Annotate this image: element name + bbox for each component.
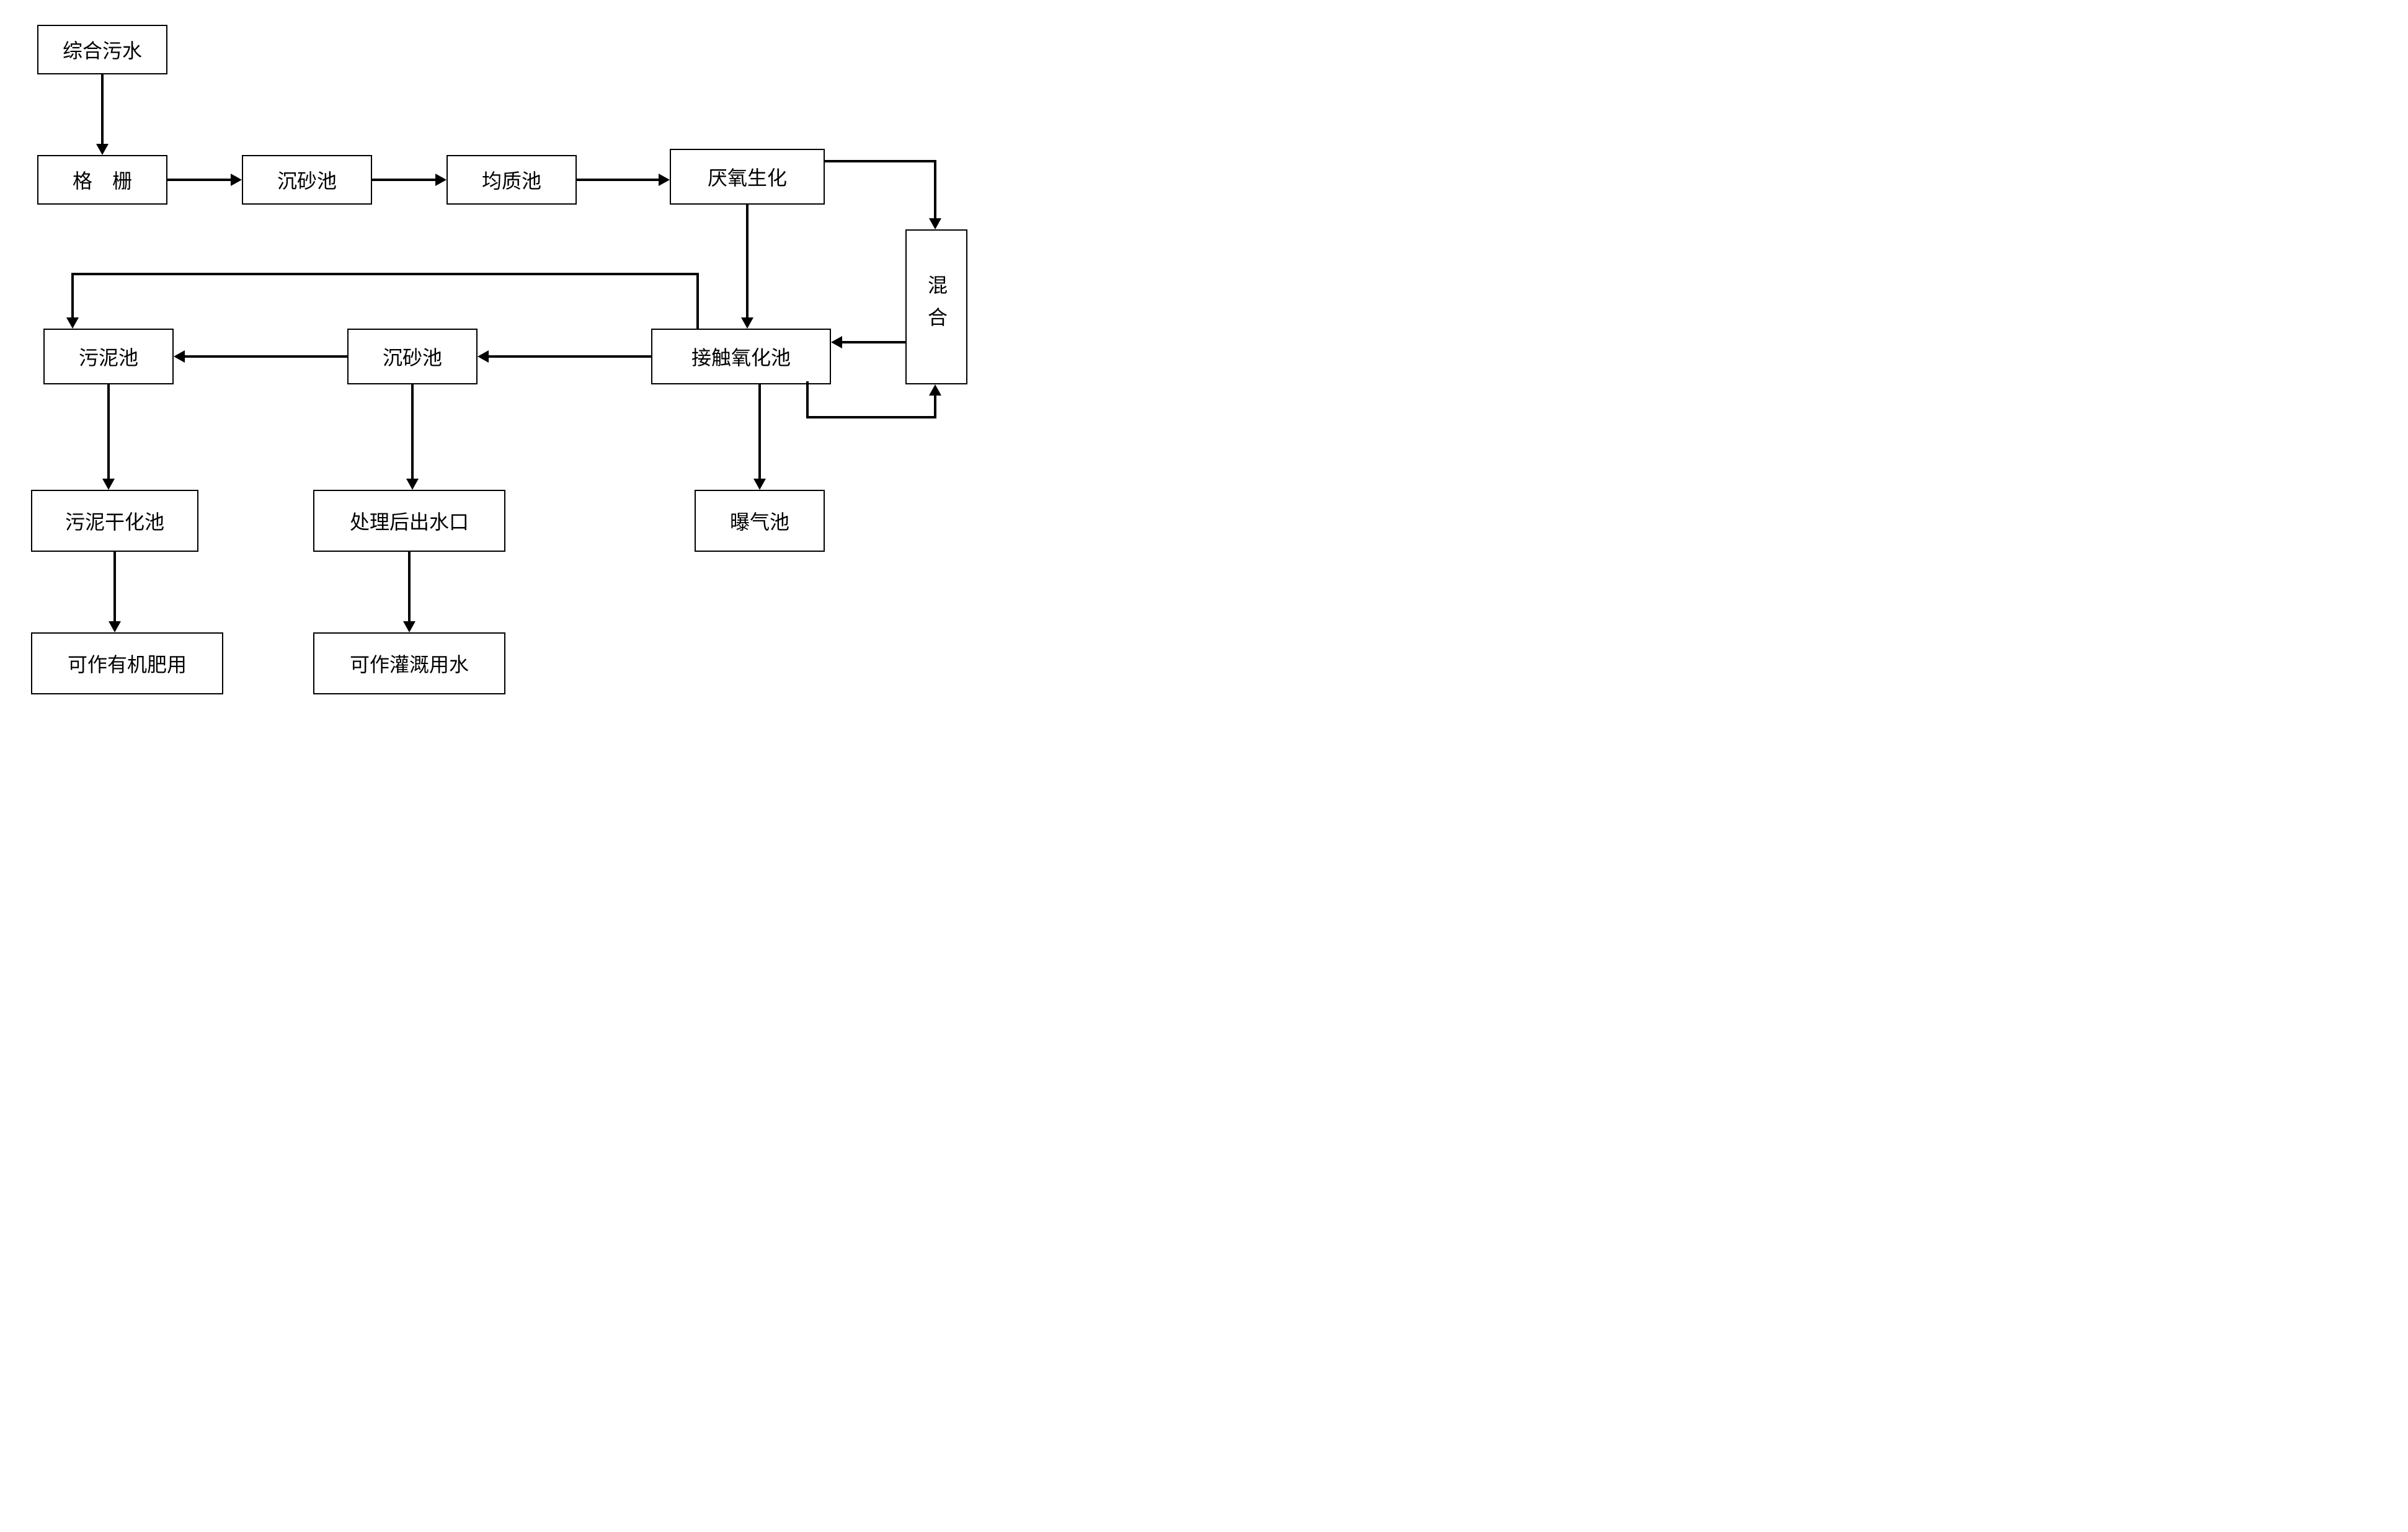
edge-arrow	[929, 218, 941, 229]
node-label: 沉砂池	[383, 342, 442, 371]
edge-line	[842, 341, 905, 343]
edge-arrow	[109, 621, 121, 632]
edge-line	[577, 179, 659, 181]
node-grit-chamber: 沉砂池	[242, 155, 372, 205]
edge-arrow	[929, 384, 941, 396]
edge-arrow	[753, 479, 766, 490]
node-sludge-drying: 污泥干化池	[31, 490, 198, 552]
edge-line	[746, 205, 749, 318]
edge-line	[806, 381, 809, 418]
edge-line	[408, 552, 411, 622]
node-label: 混合	[922, 275, 951, 339]
node-label: 沉砂池	[277, 166, 337, 194]
edge-arrow	[831, 336, 842, 348]
node-sludge-tank: 污泥池	[43, 329, 174, 384]
edge-line	[71, 273, 74, 318]
node-equalization: 均质池	[447, 155, 577, 205]
edge-line	[101, 74, 104, 144]
node-label: 厌氧生化	[708, 162, 787, 191]
edge-arrow	[659, 174, 670, 186]
edge-arrow	[66, 317, 79, 329]
node-label: 曝气池	[730, 507, 789, 535]
node-fertilizer: 可作有机肥用	[31, 632, 223, 694]
node-label: 污泥池	[79, 342, 138, 371]
edge-line	[411, 384, 414, 479]
node-outlet: 处理后出水口	[313, 490, 505, 552]
node-label: 可作有机肥用	[68, 649, 187, 678]
edge-arrow	[403, 621, 415, 632]
node-label: 接触氧化池	[691, 342, 791, 371]
edge-line	[758, 384, 761, 479]
edge-line	[107, 384, 110, 479]
edge-arrow	[174, 350, 185, 363]
node-label: 综合污水	[63, 35, 142, 64]
edge-arrow	[435, 174, 447, 186]
edge-arrow	[406, 479, 419, 490]
edge-line	[185, 355, 347, 358]
edge-line	[825, 160, 936, 162]
edge-line	[372, 179, 436, 181]
node-label: 处理后出水口	[350, 507, 469, 535]
edge-arrow	[741, 317, 753, 329]
edge-line	[113, 552, 116, 622]
node-aeration: 曝气池	[695, 490, 825, 552]
edge-arrow	[96, 144, 109, 155]
edge-line	[934, 160, 936, 219]
node-screen: 格 栅	[37, 155, 167, 205]
edge-line	[489, 355, 651, 358]
edge-line	[71, 273, 699, 275]
edge-line	[696, 273, 699, 329]
edge-arrow	[231, 174, 242, 186]
node-label: 格 栅	[73, 166, 132, 194]
node-irrigation: 可作灌溉用水	[313, 632, 505, 694]
node-grit-chamber-2: 沉砂池	[347, 329, 478, 384]
edge-line	[806, 416, 936, 418]
node-anaerobic: 厌氧生化	[670, 149, 825, 205]
edge-arrow	[102, 479, 115, 490]
node-mixing: 混合	[905, 229, 967, 384]
edge-arrow	[478, 350, 489, 363]
edge-line	[934, 396, 936, 418]
node-wastewater: 综合污水	[37, 25, 167, 74]
edge-line	[167, 179, 231, 181]
node-label: 可作灌溉用水	[350, 649, 469, 678]
node-label: 污泥干化池	[65, 507, 164, 535]
node-contact-oxidation: 接触氧化池	[651, 329, 831, 384]
node-label: 均质池	[482, 166, 541, 194]
